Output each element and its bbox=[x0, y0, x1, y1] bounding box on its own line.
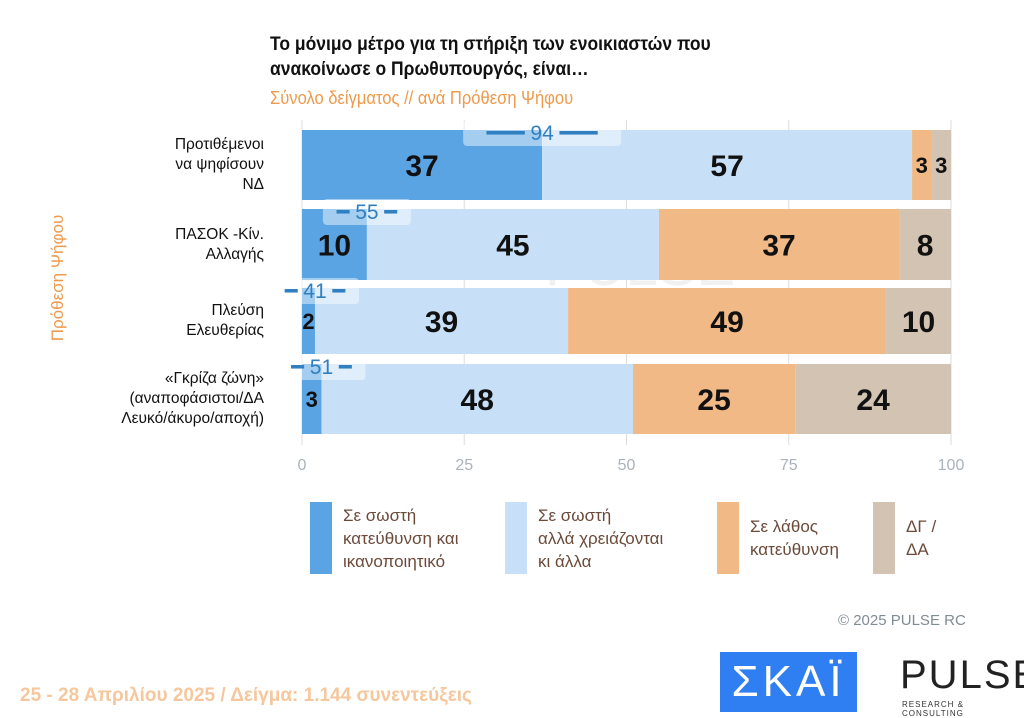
data-label: 8 bbox=[917, 229, 934, 262]
legend-swatch bbox=[310, 502, 332, 574]
chart-title: Το μόνιμο μέτρο για τη στήριξη των ενοικ… bbox=[270, 34, 711, 80]
category-label-line: Αλλαγής bbox=[205, 245, 264, 263]
bar-segment bbox=[321, 364, 633, 434]
legend-swatch bbox=[717, 502, 739, 574]
bar-segment bbox=[302, 130, 543, 200]
total-label-bg bbox=[463, 120, 622, 146]
data-label: 39 bbox=[425, 306, 458, 339]
data-label: 3 bbox=[306, 387, 318, 412]
legend-label-line: Σε λάθος bbox=[750, 517, 818, 536]
data-label: 37 bbox=[762, 229, 795, 262]
total-label-bg bbox=[322, 199, 411, 225]
legend-swatch bbox=[505, 502, 527, 574]
data-label: 57 bbox=[710, 150, 743, 183]
legend-label-line: Σε σωστή bbox=[538, 505, 612, 525]
legend-label-line: κατεύθυνση και bbox=[343, 528, 459, 548]
bar-chart: 0255075100PULSE375733━━━ 94 ━━━1045378━ … bbox=[270, 120, 965, 474]
chart-subtitle: Σύνολο δείγματος // ανά Πρόθεση Ψήφου bbox=[270, 88, 574, 108]
bar-segment bbox=[568, 288, 887, 354]
bar-segment bbox=[632, 364, 796, 434]
pulse-logo-subtitle: RESEARCH & CONSULTING bbox=[902, 700, 965, 718]
category-label-line: Προτιθέμενοι bbox=[174, 136, 264, 153]
data-label: 24 bbox=[856, 384, 890, 417]
bar-segment bbox=[899, 209, 951, 280]
category-label-line: Ελευθερίας bbox=[186, 322, 264, 339]
pulse-logo: PULSE bbox=[900, 653, 1024, 697]
legend-label-line: αλλά χρειάζονται bbox=[538, 528, 664, 548]
category-label: «Γκρίζα ζώνη» (αναποφάσιστοι/ΔΑ Λευκό/άκυρ… bbox=[121, 369, 264, 429]
legend-label-line: κατεύθυνση bbox=[750, 540, 839, 559]
bar-segment bbox=[795, 364, 951, 434]
data-label: 10 bbox=[318, 229, 351, 262]
legend-label: Σε σωστή αλλά χρειάζονται κι άλλα bbox=[538, 504, 663, 573]
legend-label-line: ΔΑ bbox=[906, 540, 929, 559]
category-label: Προτιθέμενοι να ψηφίσουν ΝΔ bbox=[175, 135, 264, 195]
data-label: 2 bbox=[302, 309, 314, 334]
bar-segment bbox=[886, 288, 951, 354]
legend-label: ΔΓ / ΔΑ bbox=[906, 515, 936, 561]
bar-segment bbox=[542, 130, 913, 200]
legend-label-line: ικανοποιητικό bbox=[343, 551, 446, 571]
x-tick-label: 75 bbox=[780, 457, 798, 474]
data-label: 3 bbox=[935, 153, 947, 178]
skai-logo: ΣΚΑΪ bbox=[720, 652, 857, 712]
data-label: 45 bbox=[496, 229, 529, 262]
x-tick-label: 25 bbox=[455, 457, 473, 474]
total-label: ━ 51 ━ bbox=[290, 356, 352, 379]
bar-segment bbox=[366, 209, 659, 280]
bar-segment bbox=[931, 130, 951, 200]
legend-label: Σε σωστή κατεύθυνση και ικανοποιητικό bbox=[343, 504, 459, 573]
data-label: 25 bbox=[697, 384, 730, 417]
category-label-line: «Γκρίζα ζώνη» bbox=[164, 370, 264, 387]
legend-label-line: Σε σωστή bbox=[343, 505, 417, 525]
footer-sample-info: 25 - 28 Απριλίου 2025 / Δείγμα: 1.144 συ… bbox=[20, 685, 472, 706]
bar-segment bbox=[658, 209, 900, 280]
category-label-line: Πλεύση bbox=[211, 302, 264, 319]
total-label-bg bbox=[277, 354, 366, 380]
total-label: ━ 41 ━ bbox=[284, 280, 346, 303]
category-label: Πλεύση Ελευθερίας bbox=[186, 301, 264, 341]
data-label: 49 bbox=[710, 306, 743, 339]
data-label: 10 bbox=[902, 306, 935, 339]
legend-label-line: ΔΓ / bbox=[906, 517, 937, 536]
bar-segment bbox=[302, 209, 367, 280]
bar-segment bbox=[912, 130, 932, 200]
data-label: 48 bbox=[461, 384, 494, 417]
legend-swatch bbox=[873, 502, 895, 574]
legend-label-line: κι άλλα bbox=[538, 551, 592, 571]
category-label-line: (αναποφάσιστοι/ΔΑ bbox=[129, 390, 264, 407]
total-label: ━━━ 94 ━━━ bbox=[486, 122, 598, 145]
category-label-line: ΝΔ bbox=[242, 176, 264, 193]
total-label: ━ 55 ━ bbox=[336, 201, 398, 224]
x-tick-label: 50 bbox=[618, 457, 636, 474]
category-label-line: Λευκό/άκυρο/αποχή) bbox=[121, 410, 264, 427]
legend-label: Σε λάθος κατεύθυνση bbox=[750, 515, 839, 561]
bar-segment bbox=[302, 288, 315, 354]
total-label-bg bbox=[270, 278, 359, 304]
copyright: © 2025 PULSE RC bbox=[838, 612, 966, 629]
bar-segment bbox=[314, 288, 569, 354]
category-label-line: να ψηφίσουν bbox=[175, 156, 264, 173]
data-label: 3 bbox=[916, 153, 928, 178]
category-label-line: ΠΑΣΟΚ -Κίν. bbox=[175, 225, 264, 243]
x-tick-label: 100 bbox=[938, 457, 965, 474]
data-label: 37 bbox=[405, 150, 438, 183]
bar-segment bbox=[302, 364, 322, 434]
category-label: ΠΑΣΟΚ -Κίν. Αλλαγής bbox=[175, 225, 264, 265]
x-tick-label: 0 bbox=[298, 457, 307, 474]
